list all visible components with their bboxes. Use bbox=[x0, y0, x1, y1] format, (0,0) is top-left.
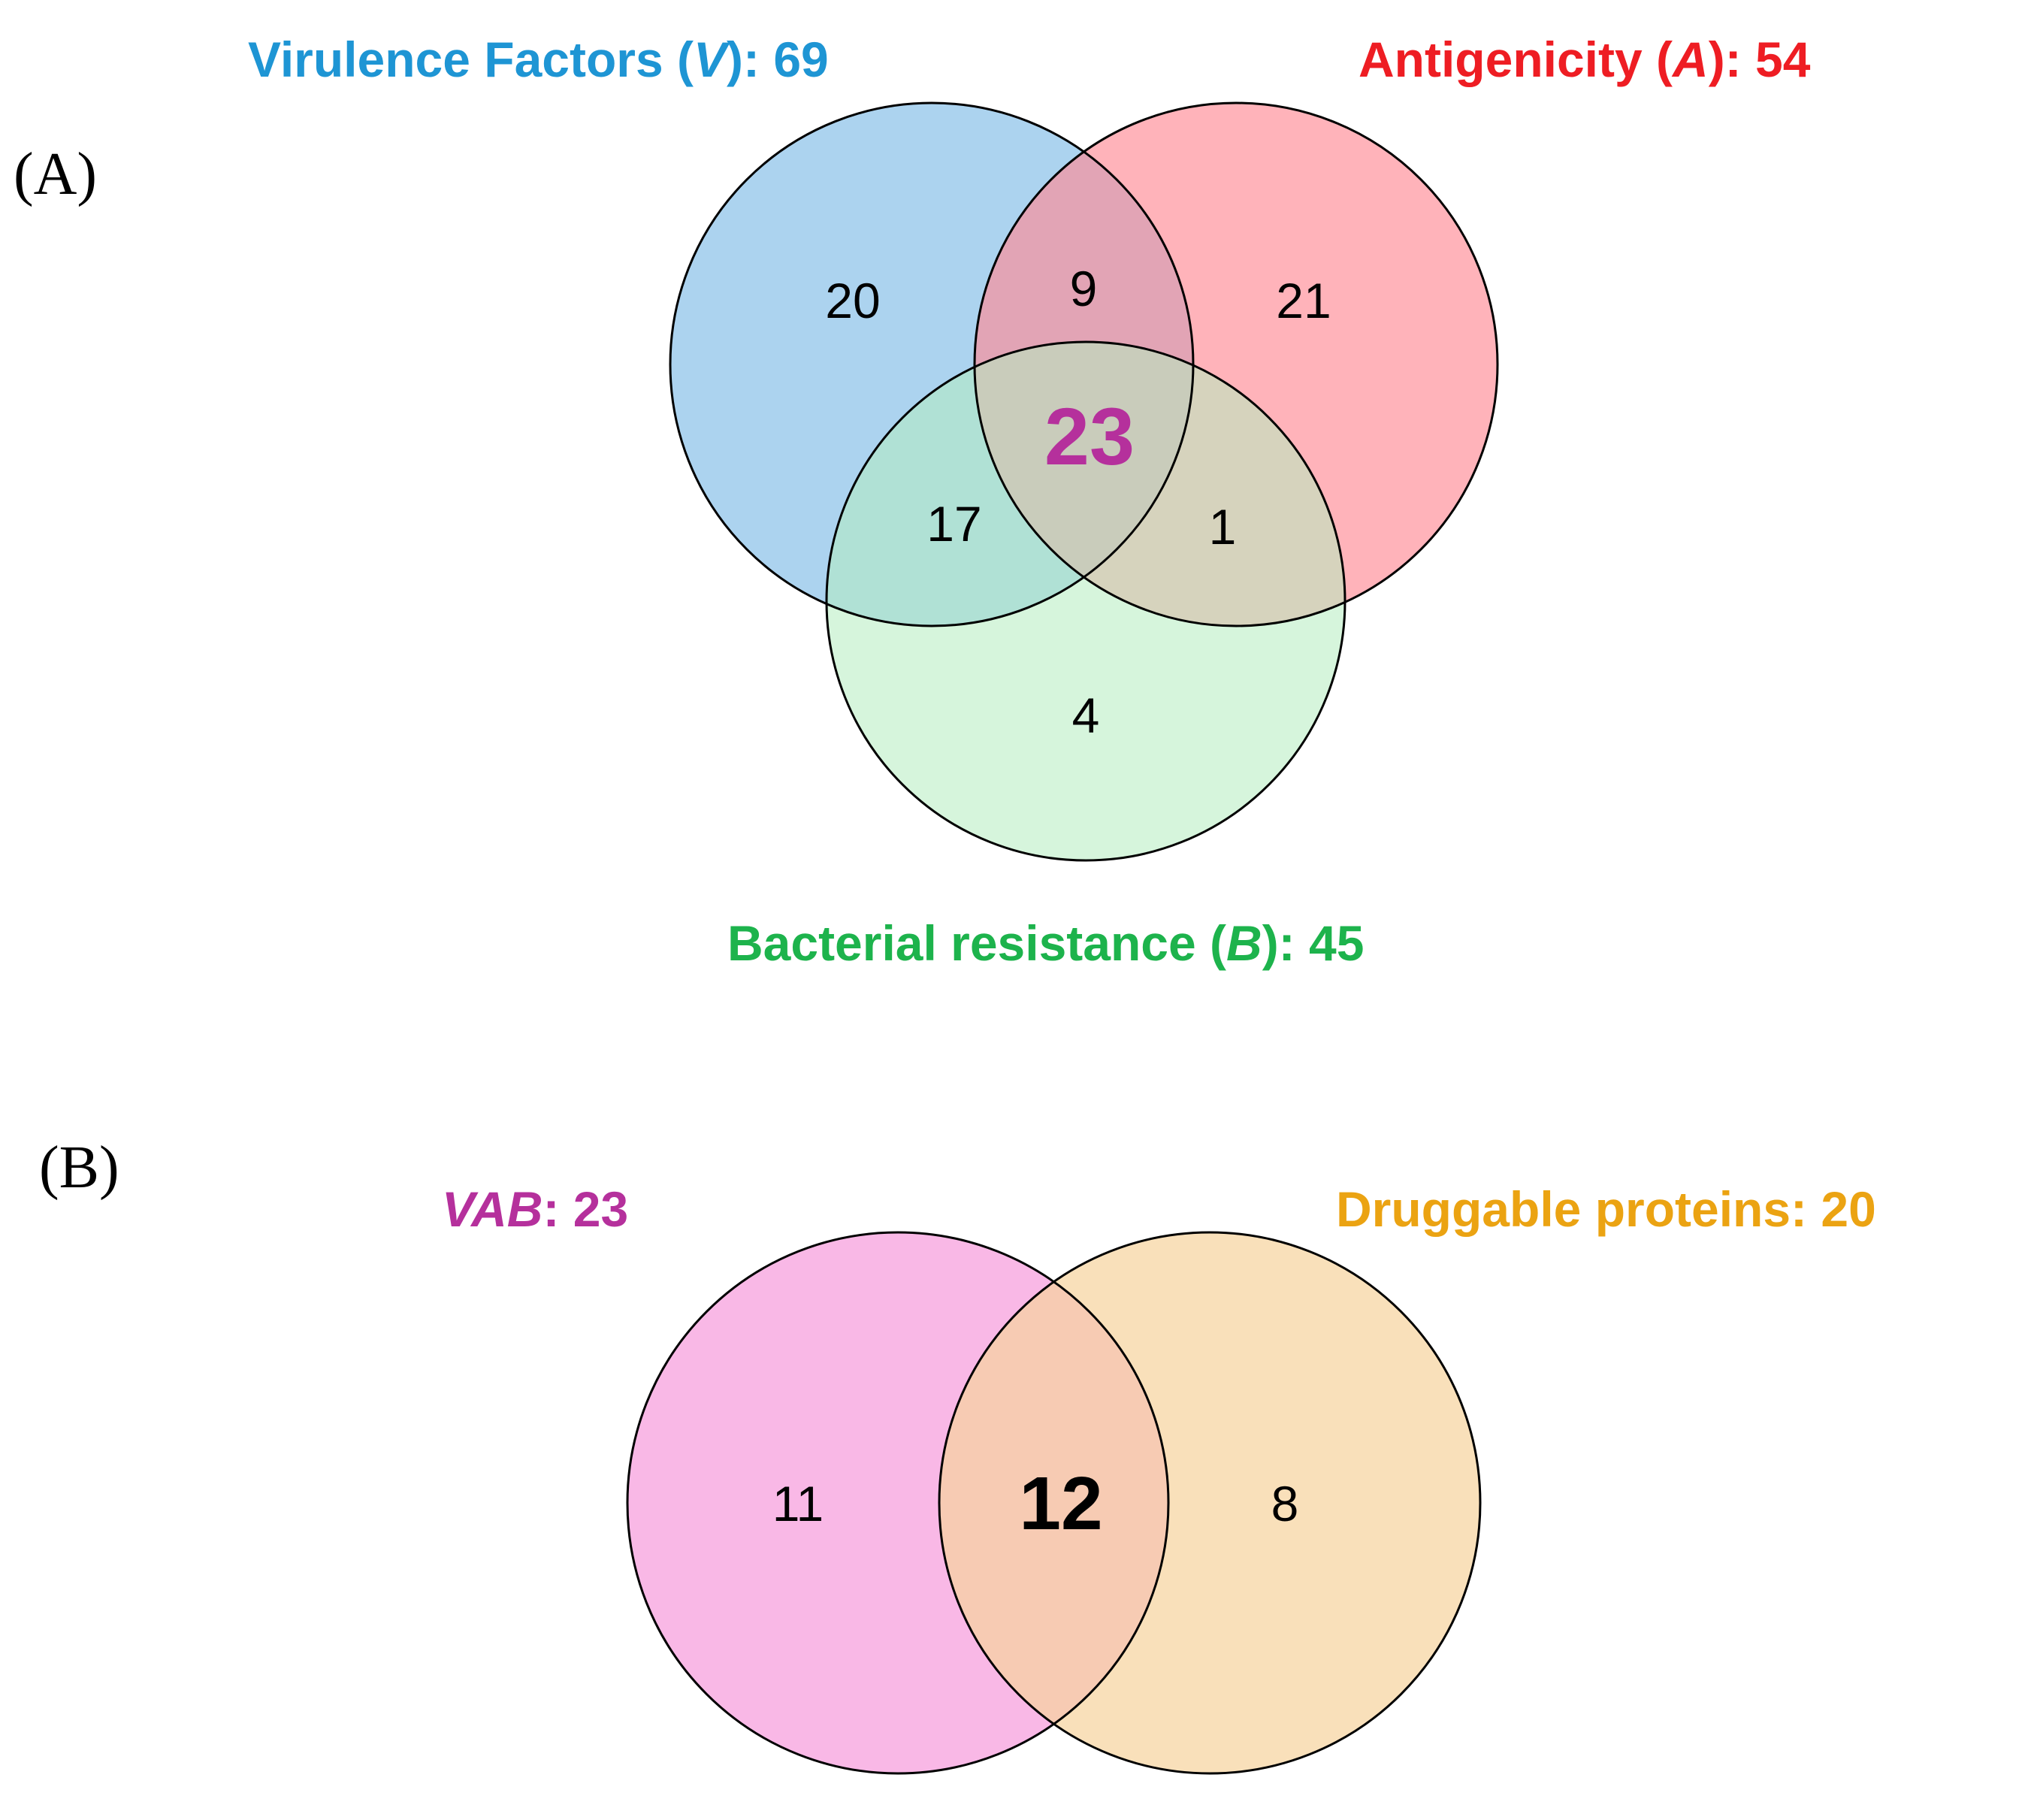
resistance-title-prefix: Bacterial resistance ( bbox=[727, 915, 1226, 971]
vab-title-suffix: : 23 bbox=[543, 1181, 628, 1237]
vab-title-letters: VAB bbox=[442, 1181, 543, 1237]
panel-a-label: (A) bbox=[14, 141, 97, 207]
antigenicity-title-suffix: ): 54 bbox=[1709, 32, 1811, 87]
count-virulence-only: 20 bbox=[825, 273, 880, 328]
druggable-circle-outline bbox=[938, 1231, 1482, 1775]
antigenicity-title-letter: A bbox=[1671, 32, 1709, 87]
druggable-proteins-title: Druggable proteins: 20 bbox=[1336, 1181, 1876, 1237]
count-antigenicity-resistance: 1 bbox=[1209, 499, 1237, 555]
count-druggable-only: 8 bbox=[1271, 1476, 1299, 1531]
virulence-title-prefix: Virulence Factors ( bbox=[248, 32, 694, 87]
resistance-title-suffix: ): 45 bbox=[1262, 915, 1365, 971]
count-virulence-resistance: 17 bbox=[926, 496, 981, 552]
count-all-three: 23 bbox=[1044, 391, 1135, 482]
count-vab-only: 11 bbox=[772, 1476, 824, 1531]
count-vab-druggable: 12 bbox=[1019, 1462, 1102, 1546]
virulence-factors-title: Virulence Factors (V): 69 bbox=[248, 32, 829, 87]
antigenicity-title-prefix: Antigenicity ( bbox=[1359, 32, 1673, 87]
count-antigenicity-only: 21 bbox=[1276, 273, 1331, 328]
resistance-title-letter: B bbox=[1226, 915, 1262, 971]
venn-a-circles bbox=[669, 101, 1499, 862]
virulence-title-suffix: ): 69 bbox=[727, 32, 829, 87]
antigenicity-circle-outline bbox=[973, 101, 1499, 627]
vab-circle-outline bbox=[626, 1231, 1170, 1775]
panel-b-label: (B) bbox=[39, 1135, 119, 1201]
bacterial-resistance-title: Bacterial resistance (B): 45 bbox=[727, 915, 1364, 971]
venn-b-circles bbox=[626, 1231, 1482, 1775]
resistance-circle bbox=[827, 342, 1345, 860]
count-virulence-antigenicity: 9 bbox=[1070, 261, 1098, 316]
druggable-circle bbox=[939, 1232, 1480, 1773]
count-resistance-only: 4 bbox=[1072, 688, 1100, 743]
virulence-title-letter: V bbox=[694, 32, 730, 87]
vab-title: VAB: 23 bbox=[442, 1181, 628, 1237]
antigenicity-title: Antigenicity (A): 54 bbox=[1359, 32, 1811, 87]
resistance-circle-outline bbox=[825, 340, 1346, 862]
